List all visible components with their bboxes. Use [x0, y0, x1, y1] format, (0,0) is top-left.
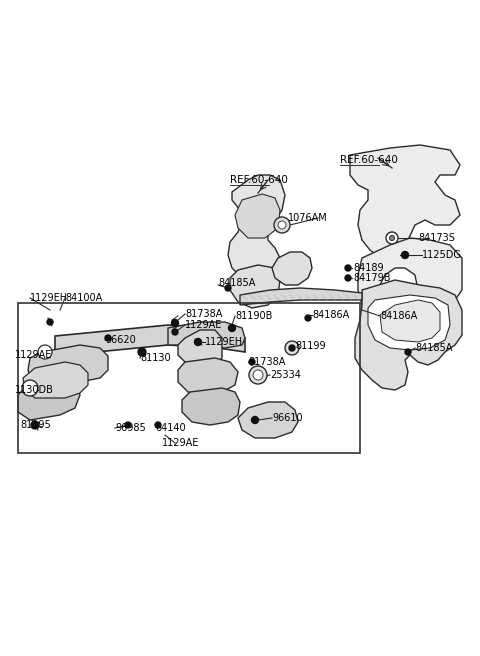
Polygon shape — [240, 288, 362, 305]
Text: 1125DG: 1125DG — [422, 250, 462, 260]
Circle shape — [194, 338, 202, 346]
Text: 81190B: 81190B — [235, 311, 272, 321]
Circle shape — [285, 341, 299, 355]
Circle shape — [289, 345, 295, 351]
Polygon shape — [235, 194, 280, 238]
Text: 1129EH: 1129EH — [205, 337, 243, 347]
Circle shape — [249, 359, 255, 365]
Circle shape — [22, 380, 38, 396]
Polygon shape — [368, 295, 450, 350]
Polygon shape — [182, 388, 240, 425]
Text: 84173S: 84173S — [418, 233, 455, 243]
Polygon shape — [238, 402, 298, 438]
Circle shape — [125, 422, 131, 428]
Text: 84186A: 84186A — [312, 310, 349, 320]
Text: 1076AM: 1076AM — [288, 213, 328, 223]
Polygon shape — [178, 358, 238, 395]
Polygon shape — [355, 280, 462, 390]
Text: 84185A: 84185A — [415, 343, 452, 353]
Text: 81195: 81195 — [20, 420, 51, 430]
Circle shape — [386, 232, 398, 244]
Text: 1130DB: 1130DB — [15, 385, 54, 395]
Circle shape — [38, 345, 52, 359]
Polygon shape — [23, 362, 88, 398]
Circle shape — [228, 325, 236, 331]
Polygon shape — [230, 265, 280, 308]
Circle shape — [105, 335, 111, 341]
Circle shape — [274, 217, 290, 233]
Circle shape — [31, 421, 39, 429]
Circle shape — [225, 285, 231, 291]
Text: 96610: 96610 — [272, 413, 302, 423]
Polygon shape — [228, 175, 285, 280]
Text: 96620: 96620 — [105, 335, 136, 345]
Circle shape — [249, 366, 267, 384]
Text: 81738A: 81738A — [185, 309, 222, 319]
Circle shape — [278, 221, 286, 229]
Polygon shape — [350, 145, 460, 258]
Circle shape — [345, 275, 351, 281]
Bar — [18, 303, 360, 453]
Circle shape — [171, 319, 179, 327]
Circle shape — [138, 348, 146, 356]
Polygon shape — [168, 322, 245, 348]
Text: 25334: 25334 — [270, 370, 301, 380]
Circle shape — [155, 422, 161, 428]
Text: REF.60-640: REF.60-640 — [340, 155, 398, 165]
Text: 81738A: 81738A — [248, 357, 286, 367]
Text: 84185A: 84185A — [218, 278, 255, 288]
Circle shape — [253, 370, 263, 380]
Text: 1129AE: 1129AE — [15, 350, 52, 360]
Text: 1129AE: 1129AE — [185, 320, 222, 330]
Text: REF.60-640: REF.60-640 — [230, 175, 288, 185]
Text: 1129EH: 1129EH — [30, 293, 68, 303]
Circle shape — [401, 251, 408, 258]
Text: 1129AE: 1129AE — [162, 438, 199, 448]
Polygon shape — [358, 238, 462, 310]
Circle shape — [389, 236, 395, 241]
Polygon shape — [178, 330, 222, 368]
Polygon shape — [380, 300, 440, 342]
Polygon shape — [272, 252, 312, 285]
Text: 81199: 81199 — [295, 341, 325, 351]
Circle shape — [345, 265, 351, 271]
Text: 84179B: 84179B — [353, 273, 391, 283]
Polygon shape — [55, 325, 245, 356]
Circle shape — [172, 329, 178, 335]
Circle shape — [252, 417, 259, 424]
Circle shape — [47, 319, 53, 325]
Text: 84100A: 84100A — [65, 293, 102, 303]
Text: 84189: 84189 — [353, 263, 384, 273]
Text: 64140: 64140 — [155, 423, 186, 433]
Text: 84186A: 84186A — [380, 311, 417, 321]
Circle shape — [405, 349, 411, 355]
Text: 81130: 81130 — [140, 353, 170, 363]
Circle shape — [305, 315, 311, 321]
Text: 96985: 96985 — [115, 423, 146, 433]
Polygon shape — [28, 345, 108, 390]
Polygon shape — [18, 378, 80, 420]
